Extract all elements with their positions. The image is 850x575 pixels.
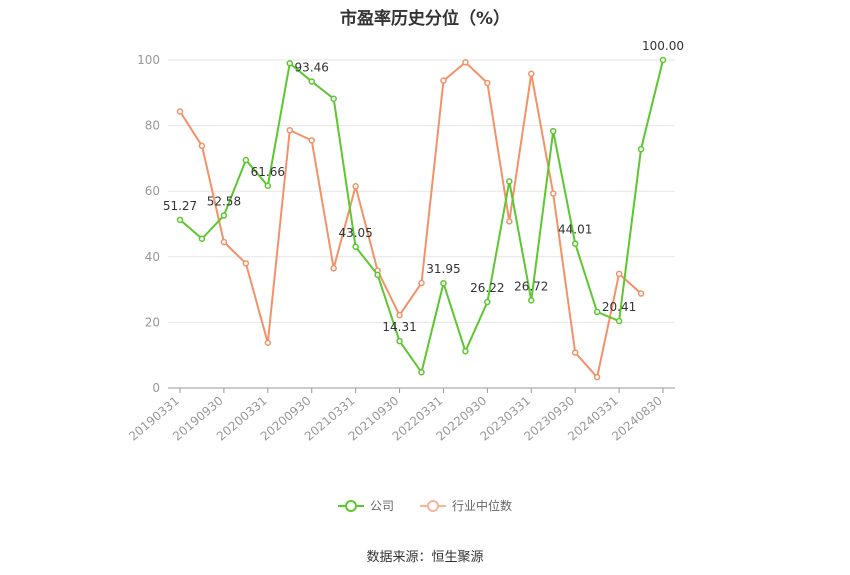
data-point-1	[220, 238, 228, 246]
data-point-0	[242, 156, 250, 164]
data-point-0	[374, 271, 381, 279]
data-point-1	[352, 183, 359, 190]
data-point-0	[528, 297, 535, 304]
legend-swatch-company	[337, 499, 364, 513]
legend-item-company[interactable]: 公司	[337, 497, 394, 514]
data-point-0	[659, 56, 667, 64]
data-point-0	[330, 95, 337, 102]
data-point-0	[462, 348, 469, 355]
axes: 0204060801002019033120190930202003312020…	[126, 53, 675, 444]
series-lines	[176, 56, 667, 381]
data-point-0	[615, 317, 623, 325]
legend-label-industry-median: 行业中位数	[452, 499, 513, 513]
data-point-1	[286, 126, 294, 134]
data-point-1	[506, 218, 513, 225]
data-point-0	[593, 308, 601, 316]
data-point-0	[506, 178, 513, 185]
y-tick-label: 40	[145, 250, 160, 264]
data-point-0	[176, 216, 184, 224]
grid-lines	[168, 59, 675, 323]
data-point-0	[220, 212, 228, 219]
data-point-0	[549, 127, 557, 135]
y-tick-label: 0	[152, 381, 160, 395]
data-point-1	[264, 339, 272, 346]
data-point-1	[593, 373, 601, 381]
y-tick-label: 100	[137, 53, 160, 67]
legend: 公司 行业中位数	[0, 497, 850, 514]
data-point-0	[484, 298, 491, 306]
data-point-1	[198, 142, 206, 150]
data-point-1	[484, 79, 491, 87]
y-tick-label: 60	[145, 184, 160, 198]
data-point-1	[418, 279, 425, 287]
data-label: 100.00	[642, 39, 684, 53]
data-point-0	[440, 279, 447, 287]
data-point-0	[352, 243, 359, 251]
data-label: 93.46	[295, 60, 329, 74]
data-point-0	[571, 240, 579, 247]
data-label: 26.72	[514, 279, 548, 293]
legend-item-industry-median[interactable]: 行业中位数	[420, 497, 512, 514]
data-label: 44.01	[558, 223, 592, 237]
data-point-0	[286, 60, 294, 67]
data-point-0	[637, 145, 645, 153]
data-point-0	[264, 182, 272, 190]
data-label: 61.66	[251, 165, 285, 179]
data-point-1	[242, 260, 250, 267]
source-note: 数据来源：恒生聚源	[366, 550, 484, 565]
data-label: 51.27	[163, 199, 197, 213]
data-point-0	[308, 78, 315, 85]
data-label: 14.31	[382, 320, 416, 334]
series-line-0	[179, 59, 664, 375]
data-point-1	[396, 311, 403, 319]
data-point-1	[528, 70, 535, 78]
data-labels: 51.27 52.58 61.66 93.46 43.05 14.31 31.95 26.22…	[163, 39, 684, 334]
data-label: 31.95	[426, 262, 460, 276]
series-line-1	[179, 60, 642, 380]
data-point-0	[396, 337, 403, 345]
data-point-0	[418, 369, 425, 376]
data-label: 52.58	[207, 195, 241, 209]
data-point-1	[308, 137, 315, 144]
y-tick-label: 80	[145, 119, 160, 133]
chart-title: 市盈率历史分位（%）	[339, 9, 511, 29]
data-label: 20.41	[602, 300, 636, 314]
y-tick-label: 20	[145, 315, 160, 329]
data-point-1	[615, 270, 623, 278]
data-point-1	[637, 290, 645, 297]
data-point-1	[176, 108, 184, 115]
data-label: 43.05	[338, 226, 372, 240]
legend-label-company: 公司	[369, 499, 394, 513]
data-point-1	[440, 77, 447, 84]
data-point-1	[330, 265, 337, 272]
data-point-1	[549, 190, 557, 197]
data-point-1	[571, 349, 579, 356]
data-label: 26.22	[470, 281, 504, 295]
data-point-1	[462, 59, 469, 66]
data-point-0	[198, 235, 206, 243]
legend-swatch-industry-median	[420, 499, 446, 513]
